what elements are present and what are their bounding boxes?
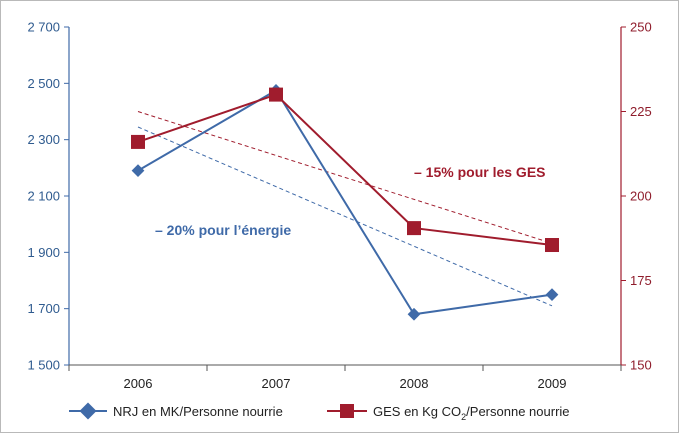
data-point-marker [545, 238, 559, 253]
left-tick-label: 1 700 [27, 301, 60, 316]
legend-nrj-marker [79, 402, 97, 420]
annotation-label: – 15% pour les GES [414, 164, 546, 180]
x-tick-label: 2006 [124, 376, 153, 391]
legend-ges-label: GES en Kg CO2/Personne nourrie [373, 404, 570, 422]
legend-ges-label-prefix: GES en Kg CO [373, 404, 461, 419]
data-point-marker [545, 288, 559, 301]
legend-nrj-label: NRJ en MK/Personne nourrie [113, 404, 283, 419]
right-tick-label: 150 [630, 358, 652, 373]
plot-area: 1 500 1 700 1 900 2 100 2 300 2 500 2 700 150 17… [27, 20, 651, 392]
trendline [137, 111, 553, 244]
right-tick-label: 250 [630, 20, 652, 35]
x-tick-label: 2008 [400, 376, 429, 391]
left-tick-label: 2 500 [27, 76, 60, 91]
right-tick-label: 175 [630, 273, 652, 288]
legend: NRJ en MK/Personne nourrie GES en Kg CO2… [69, 402, 570, 422]
trendline [137, 126, 553, 307]
legend-ges-label-sub: 2 [461, 412, 466, 422]
right-tick-label: 225 [630, 104, 652, 119]
legend-ges-label-suffix: /Personne nourrie [466, 404, 569, 419]
left-tick-label: 2 100 [27, 189, 60, 204]
series-line [137, 93, 553, 247]
data-point-marker [131, 134, 145, 149]
right-tick-label: 200 [630, 189, 652, 204]
left-tick-label: 2 700 [27, 20, 60, 35]
data-point-marker [269, 87, 283, 102]
left-tick-label: 1 900 [27, 245, 60, 260]
data-point-marker [131, 164, 145, 178]
series-line [137, 89, 553, 316]
x-tick-label: 2007 [262, 376, 291, 391]
x-tick-label: 2009 [538, 376, 567, 391]
left-tick-label: 2 300 [27, 132, 60, 147]
legend-ges-marker [340, 404, 354, 418]
left-tick-label: 1 500 [27, 358, 60, 373]
data-point-marker [407, 221, 421, 236]
annotation-label: – 20% pour l’énergie [155, 222, 291, 238]
data-point-marker [407, 307, 421, 321]
